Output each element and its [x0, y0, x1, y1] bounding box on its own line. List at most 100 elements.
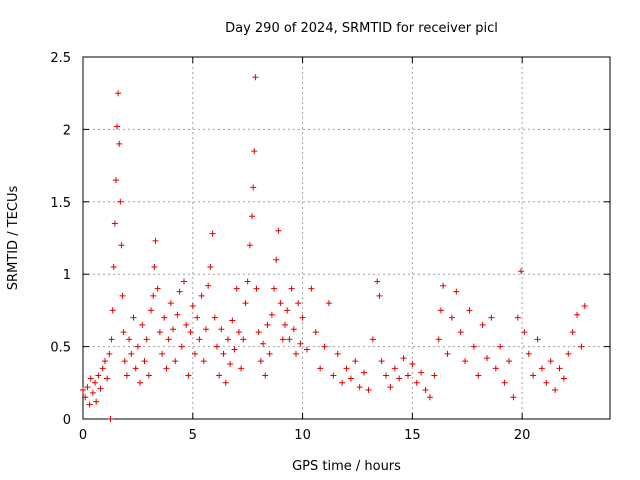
- data-point: [547, 358, 554, 365]
- data-point: [317, 365, 324, 372]
- x-axis-label: GPS time / hours: [292, 459, 401, 474]
- data-point: [89, 389, 96, 396]
- data-point: [187, 329, 194, 336]
- data-point: [501, 379, 508, 386]
- data-point: [255, 329, 262, 336]
- data-point: [581, 303, 588, 310]
- data-point: [126, 336, 133, 343]
- data-point: [530, 372, 537, 379]
- data-point: [303, 346, 310, 353]
- data-point: [194, 314, 201, 321]
- data-point: [288, 285, 295, 292]
- data-point: [391, 365, 398, 372]
- data-point: [154, 285, 161, 292]
- data-point: [130, 314, 137, 321]
- data-point: [207, 263, 214, 270]
- data-point: [330, 372, 337, 379]
- data-point: [251, 148, 258, 155]
- data-point: [246, 242, 253, 249]
- data-point: [488, 314, 495, 321]
- data-point: [444, 350, 451, 357]
- data-point: [104, 375, 111, 382]
- data-point: [543, 379, 550, 386]
- data-point: [534, 336, 541, 343]
- data-point: [277, 300, 284, 307]
- data-point: [453, 288, 460, 295]
- data-point: [244, 278, 251, 285]
- data-point: [286, 336, 293, 343]
- x-tick-label: 20: [514, 428, 531, 443]
- data-point: [218, 326, 225, 333]
- data-point: [156, 329, 163, 336]
- data-point: [426, 394, 433, 401]
- data-point: [470, 343, 477, 350]
- grid-lines: [83, 57, 610, 419]
- data-point: [466, 307, 473, 314]
- data-point: [400, 355, 407, 362]
- data-point: [404, 372, 411, 379]
- data-point: [574, 311, 581, 318]
- data-point: [87, 375, 94, 382]
- data-point: [106, 350, 113, 357]
- data-point: [159, 350, 166, 357]
- data-point: [143, 336, 150, 343]
- plot-frame: [82, 56, 611, 420]
- y-tick-label: 0.5: [50, 341, 71, 356]
- data-point: [189, 303, 196, 310]
- data-point: [268, 311, 275, 318]
- data-point: [141, 358, 148, 365]
- data-point: [295, 300, 302, 307]
- data-point: [560, 375, 567, 382]
- data-point: [437, 307, 444, 314]
- data-point: [205, 282, 212, 289]
- data-point: [334, 350, 341, 357]
- data-point: [211, 314, 218, 321]
- data-point: [242, 300, 249, 307]
- data-point: [224, 336, 231, 343]
- data-point: [229, 317, 236, 324]
- data-point: [321, 343, 328, 350]
- data-point: [578, 343, 585, 350]
- data-point: [200, 358, 207, 365]
- data-point: [183, 321, 190, 328]
- data-point: [325, 300, 332, 307]
- data-point: [95, 372, 102, 379]
- data-point: [347, 375, 354, 382]
- data-point: [80, 387, 86, 394]
- data-point: [238, 365, 245, 372]
- data-point: [99, 365, 106, 372]
- data-point: [257, 358, 264, 365]
- data-point: [191, 350, 198, 357]
- data-point: [356, 384, 363, 391]
- data-point: [538, 365, 545, 372]
- data-point: [282, 321, 289, 328]
- data-point: [213, 343, 220, 350]
- x-tick-label: 15: [404, 428, 421, 443]
- data-point: [279, 336, 286, 343]
- data-point: [151, 263, 158, 270]
- data-point: [216, 372, 223, 379]
- data-point: [518, 268, 525, 275]
- data-point: [111, 220, 118, 227]
- data-point: [220, 350, 227, 357]
- data-point: [297, 340, 304, 347]
- data-point: [181, 278, 188, 285]
- data-point: [273, 256, 280, 263]
- x-tick-label: 10: [294, 428, 311, 443]
- data-point: [109, 307, 116, 314]
- data-point: [275, 227, 282, 234]
- data-point: [174, 311, 181, 318]
- data-point: [440, 282, 447, 289]
- data-point: [387, 384, 394, 391]
- data-point: [271, 285, 278, 292]
- data-point: [378, 358, 385, 365]
- data-point: [299, 314, 306, 321]
- data-point: [170, 326, 177, 333]
- data-point: [418, 369, 425, 376]
- data-point: [231, 346, 238, 353]
- data-point: [178, 343, 185, 350]
- chart-title: Day 290 of 2024, SRMTID for receiver pic…: [225, 21, 498, 36]
- data-point: [284, 307, 291, 314]
